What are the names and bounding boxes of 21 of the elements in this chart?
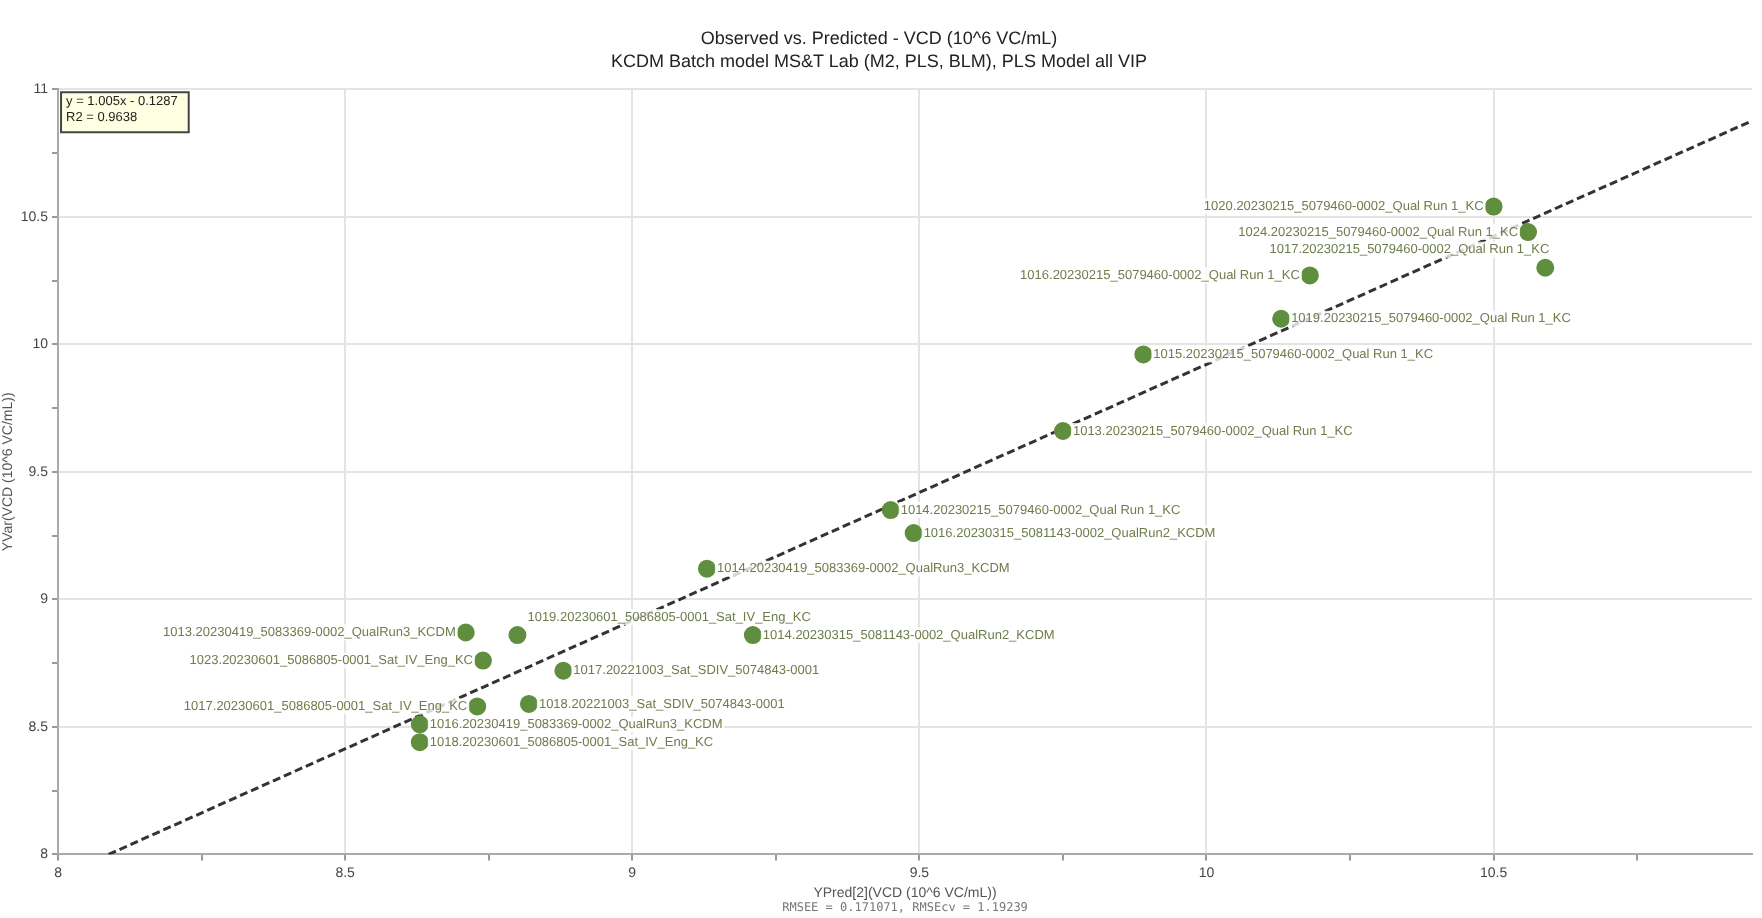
point <box>519 694 538 713</box>
point <box>1053 421 1072 440</box>
chart-subtitle: KCDM Batch model MS&T Lab (M2, PLS, BLM), PLS Model all VIP <box>611 51 1147 72</box>
point <box>1484 197 1503 216</box>
point <box>904 524 923 543</box>
point <box>473 651 492 670</box>
point <box>1519 223 1538 242</box>
point <box>554 661 573 680</box>
point <box>410 715 429 734</box>
point <box>1134 345 1153 364</box>
point <box>468 697 487 716</box>
point <box>410 733 429 752</box>
chart-title: Observed vs. Predicted - VCD (10^6 VC/mL) <box>700 27 1058 48</box>
point <box>456 623 475 642</box>
point <box>1272 309 1291 328</box>
point <box>881 501 900 520</box>
point <box>1536 258 1555 277</box>
point <box>1300 266 1319 285</box>
point <box>743 626 762 645</box>
point <box>697 559 716 578</box>
point <box>508 626 527 645</box>
